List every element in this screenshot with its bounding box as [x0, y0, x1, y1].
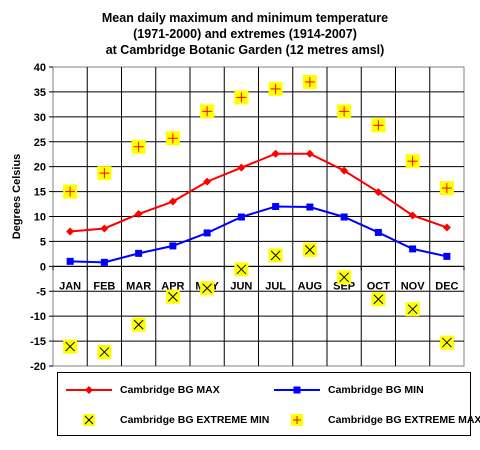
- x-tick-label: JUL: [265, 280, 286, 292]
- x-tick-label: NOV: [401, 280, 426, 292]
- y-tick-label: 20: [34, 162, 46, 174]
- data-point-s2-aug-mark-b: [305, 245, 315, 255]
- y-tick-label: 40: [34, 62, 46, 74]
- y-tick-label: 15: [34, 187, 46, 199]
- data-point-s2-jun-mark-b: [236, 264, 247, 275]
- data-point-s2-may-mark-b: [202, 283, 212, 294]
- legend-label-extreme-min: Cambridge BG EXTREME MIN: [120, 414, 270, 426]
- chart-title-line-2: (1971-2000) and extremes (1914-2007): [133, 27, 357, 41]
- chart-title: Mean daily maximum and minimum temperatu…: [60, 10, 430, 58]
- chart-title-line-3: at Cambridge Botanic Garden (12 metres a…: [105, 43, 385, 57]
- data-point-s1-mar: [135, 249, 143, 257]
- legend-min-swatch: [274, 386, 320, 394]
- data-point-s1-feb: [100, 258, 108, 266]
- legend-extreme-max-swatch: [291, 414, 303, 426]
- data-point-s2-feb-mark-b: [99, 347, 110, 357]
- legend-extreme-min-swatch: [83, 414, 95, 426]
- legend-item-extreme-max: Cambridge BG EXTREME MAX: [272, 411, 480, 429]
- x-tick-label: FEB: [93, 280, 115, 292]
- legend-item-extreme-min: Cambridge BG EXTREME MIN: [64, 411, 269, 429]
- y-tick-label: 5: [40, 236, 46, 248]
- data-point-s2-mar-mark-b: [133, 319, 144, 330]
- legend-label-max: Cambridge BG MAX: [120, 384, 220, 396]
- data-point-s2-apr-mark-b: [168, 291, 178, 302]
- data-point-s2-dec-mark-b: [442, 337, 452, 348]
- y-tick-label: -5: [36, 286, 46, 298]
- data-point-s1-apr: [169, 242, 177, 250]
- legend-item-max: Cambridge BG MAX: [64, 381, 220, 399]
- x-tick-label: AUG: [298, 280, 322, 292]
- y-axis-title: Degrees Celsius: [11, 154, 23, 240]
- data-point-s0-jun: [237, 163, 246, 172]
- data-point-s1-jul: [272, 203, 280, 211]
- y-tick-label: 10: [34, 212, 46, 224]
- data-point-s0-oct: [374, 188, 383, 197]
- legend: Cambridge BG MAX Cambridge BG MIN Cambri…: [57, 372, 480, 436]
- y-tick-label: 0: [40, 261, 46, 273]
- data-point-s1-aug: [306, 203, 314, 211]
- data-point-s0-may: [203, 177, 212, 186]
- data-point-s2-oct-mark-b: [373, 294, 384, 305]
- data-point-s0-mar: [134, 210, 143, 219]
- data-point-s1-nov: [409, 245, 417, 253]
- legend-max-swatch: [66, 386, 112, 394]
- legend-label-min: Cambridge BG MIN: [328, 384, 424, 396]
- series-line-1: [70, 205, 448, 264]
- data-point-s1-jan: [66, 257, 74, 265]
- x-tick-label: JUN: [230, 280, 252, 292]
- data-point-s0-jan: [66, 227, 75, 236]
- series-line-0: [70, 152, 448, 233]
- data-point-s1-dec: [443, 252, 451, 260]
- data-point-s0-aug: [305, 149, 314, 158]
- data-point-s0-nov: [408, 211, 417, 220]
- data-point-s2-jul-mark-b: [270, 250, 281, 261]
- x-tick-label: OCT: [367, 280, 391, 292]
- data-point-s2-sep-mark-b: [339, 272, 349, 283]
- data-point-s2-jan-mark-b: [65, 341, 75, 352]
- data-point-s0-feb: [100, 224, 109, 233]
- data-point-s2-nov-mark-b: [407, 304, 418, 315]
- data-point-s0-dec: [442, 223, 451, 232]
- x-tick-label: JAN: [59, 280, 81, 292]
- y-tick-label: -15: [30, 336, 46, 348]
- y-tick-label: -20: [30, 361, 46, 373]
- data-point-s1-may: [203, 229, 211, 237]
- x-tick-label: DEC: [435, 280, 458, 292]
- chart-title-line-1: Mean daily maximum and minimum temperatu…: [101, 11, 389, 25]
- x-tick-label: APR: [161, 280, 184, 292]
- data-point-s1-oct: [374, 228, 382, 236]
- legend-item-min: Cambridge BG MIN: [272, 381, 424, 399]
- x-tick-label: MAR: [126, 280, 151, 292]
- y-tick-label: 35: [34, 87, 46, 99]
- data-point-s0-sep: [340, 166, 349, 175]
- legend-label-extreme-max: Cambridge BG EXTREME MAX: [328, 414, 480, 426]
- y-tick-label: 25: [34, 137, 46, 149]
- data-point-s1-jun: [237, 213, 245, 221]
- y-tick-label: -10: [30, 311, 46, 323]
- y-tick-label: 30: [34, 112, 46, 124]
- data-point-s0-jul: [271, 149, 280, 158]
- data-point-s0-apr: [168, 197, 177, 206]
- data-point-s1-sep: [340, 213, 348, 221]
